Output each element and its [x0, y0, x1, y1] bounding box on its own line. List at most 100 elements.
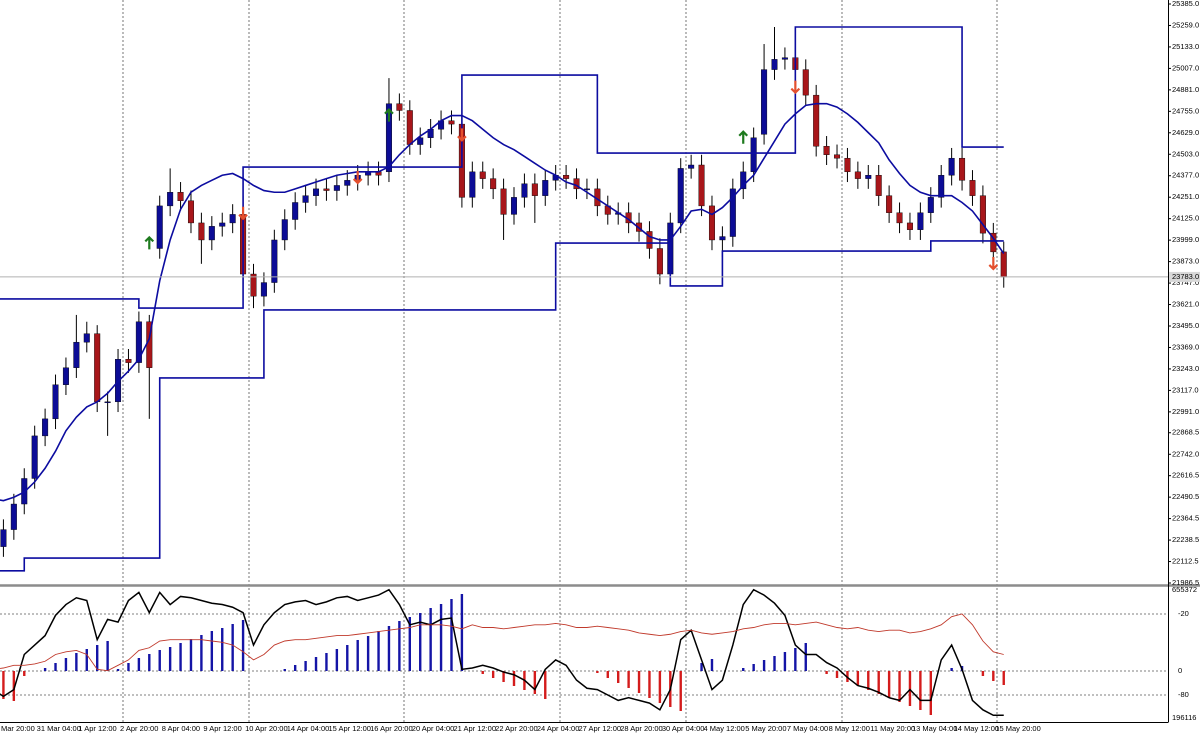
candle-body: [500, 188, 507, 215]
y-tick-label: 22490.5: [1172, 492, 1199, 501]
histogram-bar: [116, 669, 120, 671]
y-tick-label: -80: [1178, 690, 1189, 699]
y-tick-label: 24881.0: [1172, 85, 1199, 94]
oscillator-panel: [0, 588, 1168, 716]
y-tick-label: 22868.5: [1172, 428, 1199, 437]
candle-body: [104, 401, 111, 404]
moving-average: [0, 102, 1005, 502]
y-tick-label: 23369.0: [1172, 342, 1199, 351]
x-tick-label: 8 May 12:00: [829, 724, 870, 733]
sell-arrow: [238, 206, 248, 221]
x-tick-label: 2 Apr 20:00: [120, 724, 158, 733]
candle-body: [802, 69, 809, 96]
histogram-bar: [127, 663, 130, 671]
histogram-bar: [773, 656, 776, 671]
histogram-bar: [950, 668, 953, 671]
last-price-box: [1169, 271, 1200, 282]
candle-body: [62, 367, 69, 385]
y-tick-label: 24629.0: [1172, 128, 1199, 137]
y-tick-label: 25007.0: [1172, 63, 1199, 72]
histogram-bar: [617, 671, 620, 683]
candle-body: [333, 185, 340, 191]
candle-body: [781, 57, 788, 60]
scale-min-label: 196116: [1172, 713, 1196, 722]
candle-body: [250, 273, 257, 297]
histogram-bar: [867, 671, 870, 690]
histogram-bar: [783, 652, 787, 671]
histogram-bar: [366, 636, 370, 671]
y-tick-label: 22112.5: [1172, 557, 1199, 566]
histogram-bar: [200, 635, 203, 671]
x-tick-label: 20 Apr 04:00: [412, 724, 455, 733]
candle-body: [396, 103, 403, 111]
x-tick-label: 21 Apr 12:00: [453, 724, 496, 733]
histogram-bar: [85, 649, 88, 671]
histogram-bar: [106, 641, 109, 671]
histogram-bar: [210, 631, 214, 671]
x-tick-label: 11 May 20:00: [870, 724, 915, 733]
candle-body: [479, 171, 486, 179]
x-tick-label: 28 Apr 20:00: [620, 724, 663, 733]
histogram-bar: [742, 668, 745, 671]
histogram-bar: [158, 650, 161, 671]
buy-arrow: [738, 130, 749, 144]
candle-body: [729, 188, 736, 237]
histogram-bar: [325, 653, 328, 671]
histogram-bar: [335, 649, 339, 671]
candle-body: [52, 384, 59, 420]
candle-body: [875, 175, 882, 196]
candle-body: [385, 103, 392, 173]
histogram-bar: [533, 671, 537, 694]
candle-body: [698, 164, 705, 207]
y-tick-label: 25133.0: [1172, 42, 1199, 51]
y-tick-label: 22364.5: [1172, 514, 1199, 523]
histogram-bar: [981, 671, 985, 676]
x-tick-label: 27 Apr 12:00: [579, 724, 622, 733]
candle-body: [906, 222, 913, 230]
x-tick-label: 16 Apr 20:00: [370, 724, 413, 733]
histogram-bar: [481, 671, 484, 674]
candle-body: [125, 359, 132, 363]
y-tick-label: -20: [1178, 609, 1189, 618]
histogram-bar: [54, 663, 57, 671]
candle-body: [406, 110, 413, 145]
histogram-bar: [314, 657, 318, 671]
candle-body: [10, 503, 17, 530]
candle-body: [834, 154, 841, 159]
histogram-bar: [606, 671, 609, 678]
y-tick-label: 22991.0: [1172, 407, 1199, 416]
candle-body: [646, 231, 653, 249]
x-tick-label: 8 Apr 04:00: [162, 724, 200, 733]
histogram-bar: [12, 671, 16, 701]
candle-body: [823, 146, 830, 155]
histogram-bar: [179, 643, 182, 671]
histogram-bar: [658, 671, 662, 703]
oscillator-line: [0, 613, 1004, 672]
histogram-bar: [1002, 671, 1005, 685]
histogram-bar: [637, 671, 641, 693]
candle-body: [708, 205, 715, 241]
candle-body: [740, 171, 747, 190]
histogram-bar: [929, 671, 932, 715]
histogram-bar: [648, 671, 651, 698]
histogram-bar: [64, 658, 68, 671]
candle-body: [979, 195, 986, 234]
candle-body: [750, 137, 757, 173]
y-tick-label: 24125.0: [1172, 214, 1199, 223]
histogram-bar: [908, 671, 912, 706]
sell-arrow: [988, 256, 999, 271]
histogram-bar: [398, 621, 401, 671]
candle-body: [469, 171, 476, 198]
histogram-bar: [762, 660, 766, 671]
candle-body: [948, 157, 955, 176]
histogram-bar: [43, 668, 47, 671]
histogram-bar: [304, 661, 307, 671]
histogram-bar: [856, 671, 860, 686]
histogram-bar: [596, 671, 599, 673]
sell-arrow: [790, 80, 801, 95]
x-tick-label: Mar 20:00: [1, 724, 35, 733]
sell-arrow: [457, 128, 467, 142]
